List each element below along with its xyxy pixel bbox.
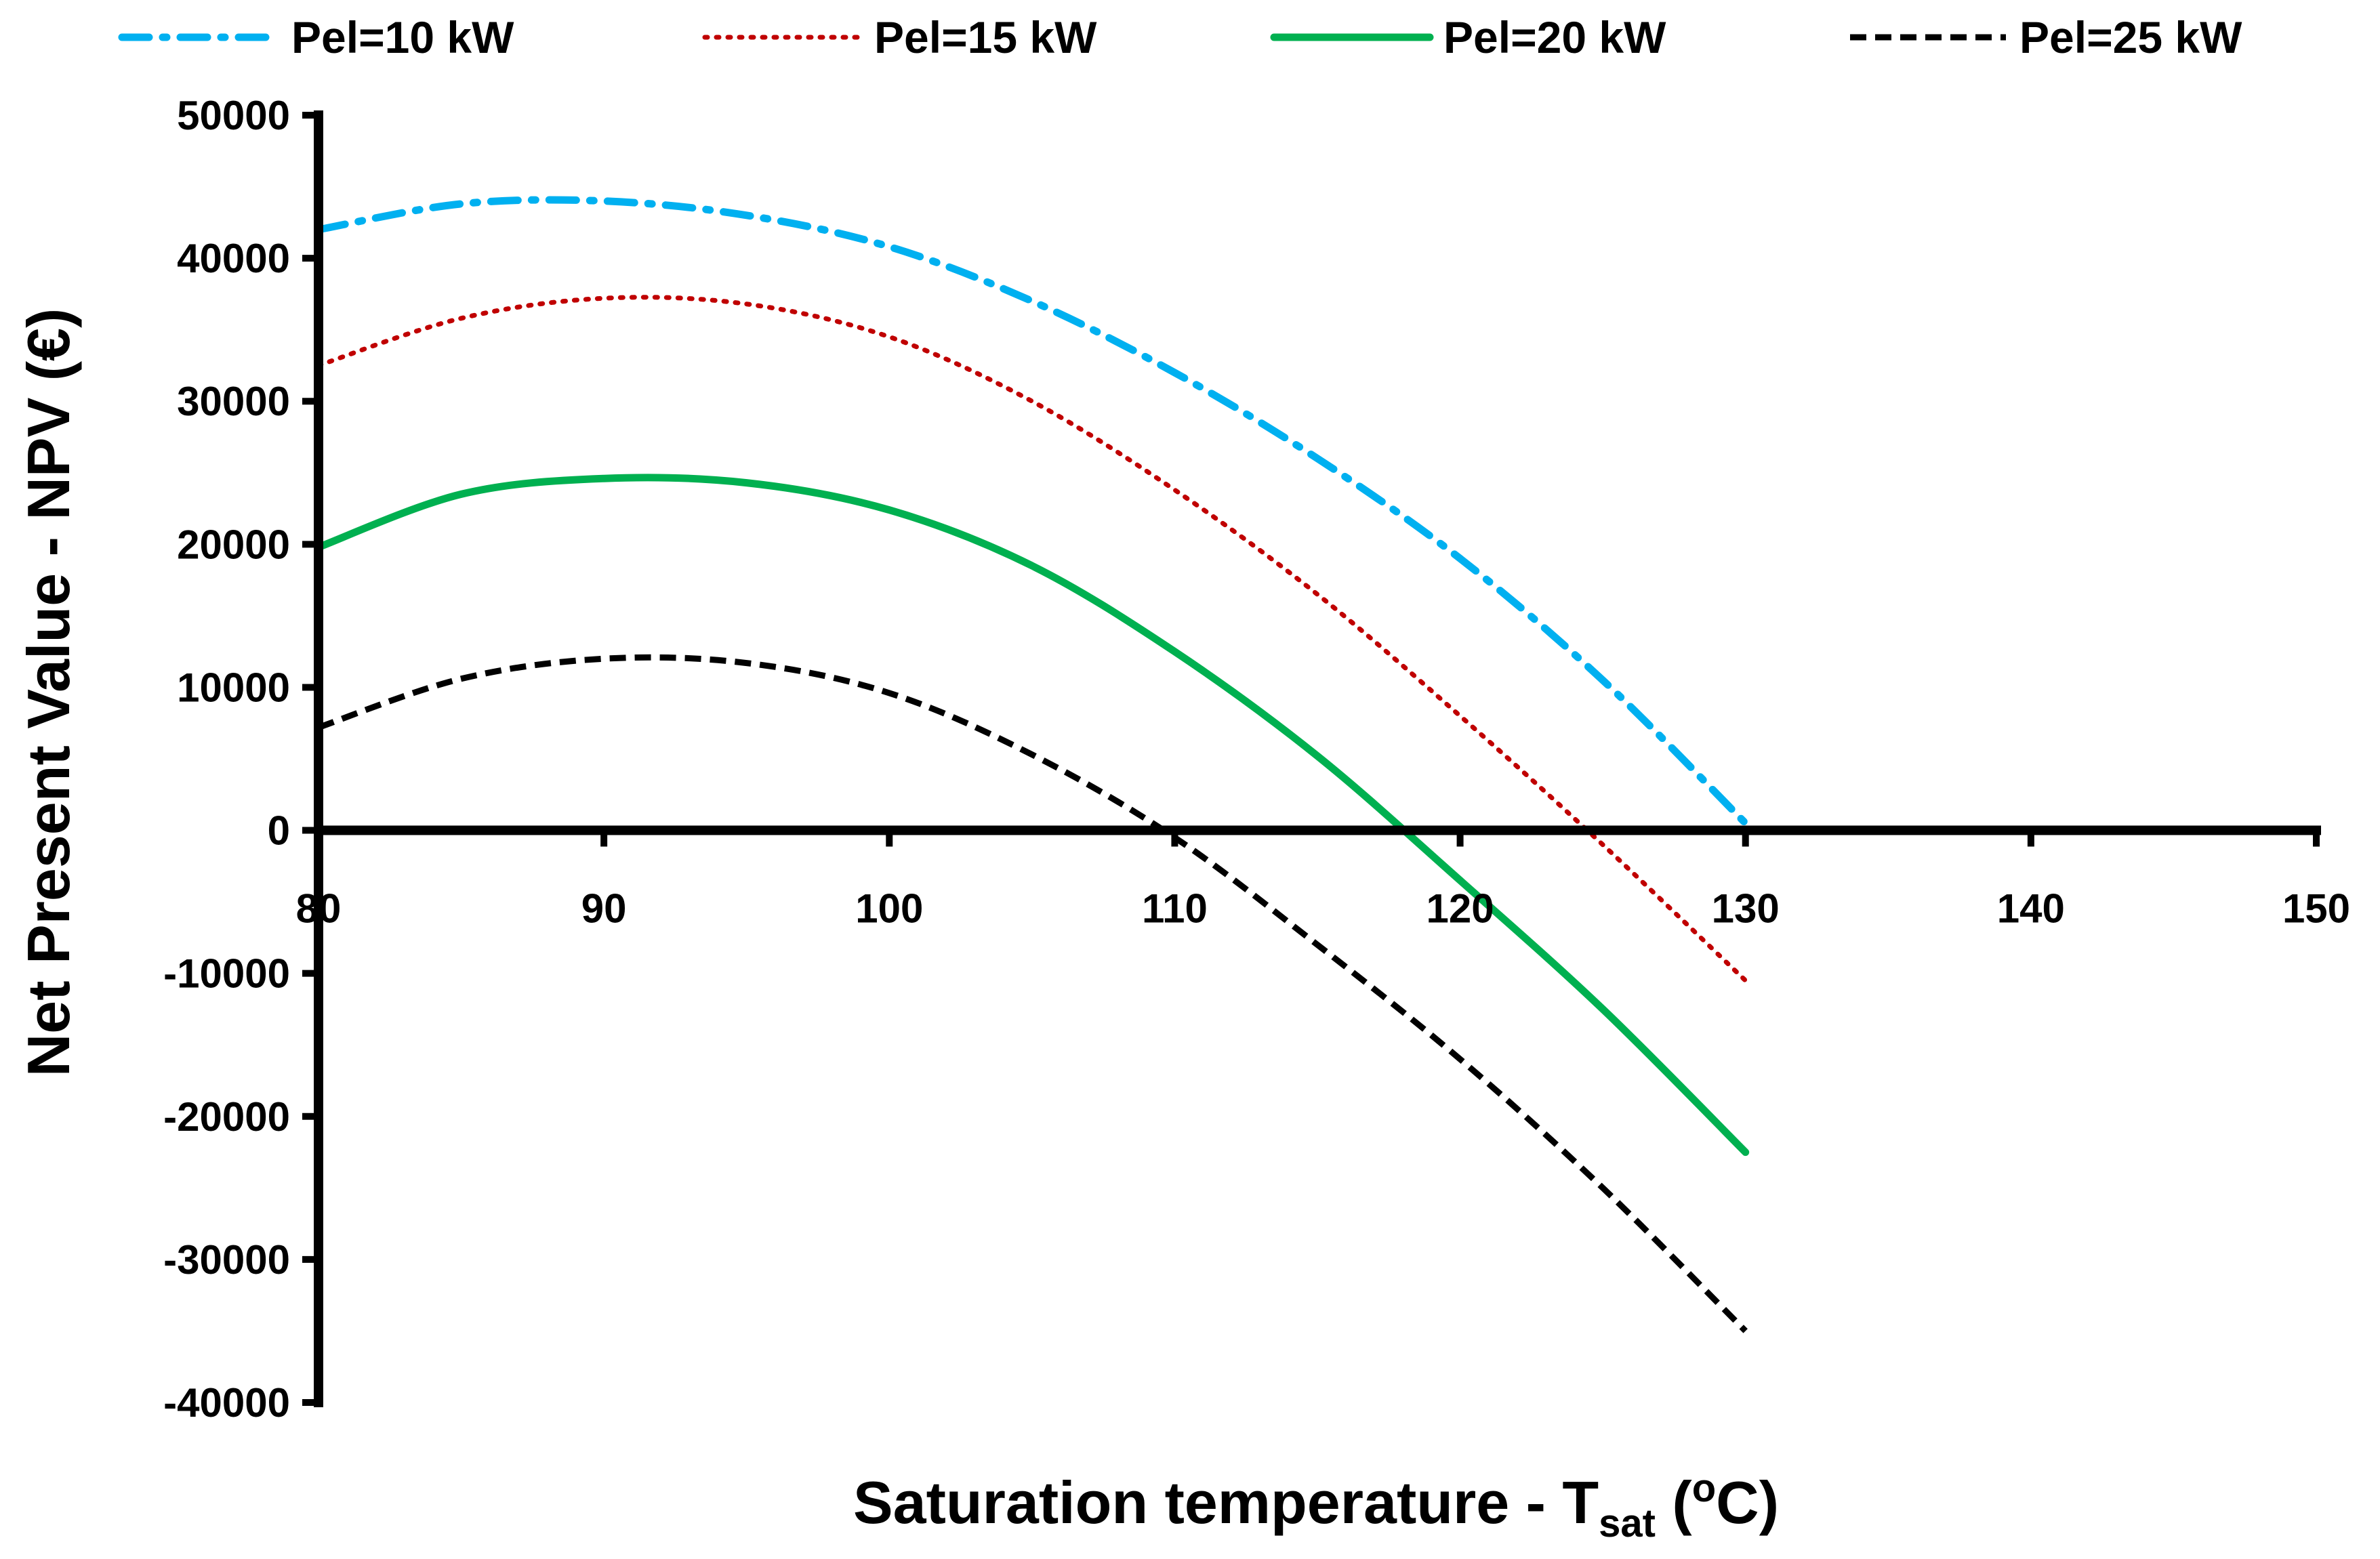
x-axis-title-main: Saturation temperature - T — [853, 1469, 1599, 1536]
x-tick-label: 110 — [1142, 886, 1208, 932]
x-axis-title-superscript: o — [1692, 1466, 1716, 1510]
series-line-pel-10kw — [314, 196, 1750, 827]
x-axis-title-paren: ( — [1656, 1469, 1692, 1536]
series-line-pel-25kw — [317, 654, 1748, 1333]
axes — [314, 110, 2321, 1407]
y-tick-label: -20000 — [163, 1094, 290, 1140]
x-axis-title: Saturation temperature - Tsat (oC) — [853, 1466, 1779, 1545]
plot-lines — [314, 196, 1750, 1333]
legend-label: Pel=10 kW — [291, 12, 514, 62]
y-tick-label: 40000 — [177, 236, 290, 281]
x-tick-label: 120 — [1427, 886, 1494, 932]
legend-label: Pel=25 kW — [2019, 12, 2242, 62]
y-axis-title: Net Present Value - NPV (€) — [15, 308, 82, 1077]
x-tick-label: 100 — [855, 886, 923, 932]
x-tick-label: 90 — [581, 886, 627, 932]
y-tick-label: 20000 — [177, 522, 290, 567]
legend-label: Pel=15 kW — [874, 12, 1097, 62]
series-line-pel-15kw — [316, 295, 1748, 983]
y-tick-label: -40000 — [163, 1380, 290, 1426]
y-tick-label: -30000 — [163, 1237, 290, 1283]
x-tick-label: 140 — [1997, 886, 2065, 932]
legend: Pel=10 kW Pel=15 kW Pel=20 kW Pel=25 kW — [118, 12, 2242, 62]
series-line-pel-20kw — [314, 474, 1750, 1157]
y-tick-label: 10000 — [177, 665, 290, 710]
x-tick-label: 150 — [2282, 886, 2350, 932]
legend-label: Pel=20 kW — [1443, 12, 1666, 62]
x-axis-title-unit: C) — [1716, 1469, 1779, 1536]
y-tick-label: 0 — [268, 808, 290, 854]
x-tick-label: 80 — [296, 886, 342, 932]
y-tick-label: 50000 — [177, 93, 290, 138]
y-tick-label: 30000 — [177, 379, 290, 424]
x-axis-title-subscript: sat — [1599, 1501, 1656, 1545]
ticks: 50000 40000 30000 20000 10000 0 -10000 -20000 -3… — [163, 93, 2350, 1426]
y-tick-label: -10000 — [163, 951, 290, 997]
x-tick-label: 130 — [1712, 886, 1780, 932]
